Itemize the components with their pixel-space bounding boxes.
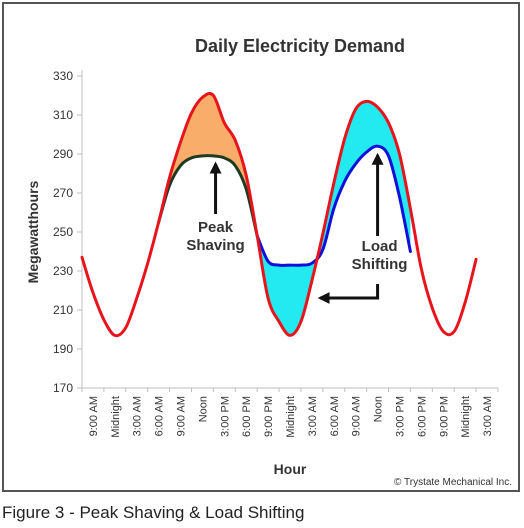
demand-chart: Daily Electricity Demand 170 190 210 230 250 2… — [25, 36, 512, 488]
load-annotation-label: Load — [362, 238, 398, 255]
x-tick-label: 3:00 AM — [482, 396, 494, 436]
y-tick-label: 250 — [53, 225, 73, 239]
x-tick-label: 3:00 PM — [219, 396, 231, 437]
peak-shaved-line — [157, 154, 259, 238]
x-tick-label: 3:00 PM — [394, 396, 406, 437]
copyright-text: © Trystate Mechanical Inc. — [394, 477, 512, 488]
y-tick-label: 330 — [53, 69, 73, 83]
x-tick-label: 9:00 AM — [176, 396, 188, 436]
chart-frame: Daily Electricity Demand 170 190 210 230 250 2… — [2, 2, 520, 492]
x-tick-label: 9:00 PM — [438, 396, 450, 437]
x-tick-label: Midnight — [460, 396, 472, 438]
load-arrow-left — [317, 284, 380, 304]
y-tick-label: 230 — [53, 264, 73, 278]
x-tick-label: 3:00 AM — [307, 396, 319, 436]
peak-shaving-area — [158, 93, 258, 236]
x-tick-label: 6:00 AM — [154, 396, 166, 436]
x-tick-label: Midnight — [285, 396, 297, 438]
chart-title: Daily Electricity Demand — [195, 36, 405, 56]
x-tick-label: Midnight — [110, 396, 122, 438]
y-axis-title: Megawatthours — [25, 180, 41, 283]
x-tick-label: Noon — [373, 396, 385, 422]
x-tick-label: 3:00 AM — [132, 396, 144, 436]
y-tick-label: 290 — [53, 147, 73, 161]
y-tick-label: 270 — [53, 186, 73, 200]
x-tick-label: 6:00 PM — [416, 396, 428, 437]
x-tick-label: 9:00 AM — [351, 396, 363, 436]
demand-line — [80, 91, 478, 338]
load-shifted-line — [255, 144, 412, 267]
figure-caption: Figure 3 - Peak Shaving & Load Shifting — [2, 503, 305, 522]
x-tick-label: 6:00 PM — [241, 396, 253, 437]
peak-annotation-label: Peak — [198, 219, 234, 236]
x-tick-label: 9:00 PM — [263, 396, 275, 437]
load-shifting-area — [257, 101, 411, 336]
y-tick-label: 310 — [53, 108, 73, 122]
x-tick-label: Noon — [197, 396, 209, 422]
x-axis-title: Hour — [274, 461, 307, 477]
peak-annotation-label: Shaving — [186, 237, 244, 254]
y-tick-label: 170 — [53, 381, 73, 395]
x-tick-label: 9:00 AM — [88, 396, 100, 436]
load-annotation-label: Shifting — [352, 256, 408, 273]
y-tick-label: 190 — [53, 342, 73, 356]
x-tick-label: 6:00 AM — [329, 396, 341, 436]
y-tick-label: 210 — [53, 303, 73, 317]
